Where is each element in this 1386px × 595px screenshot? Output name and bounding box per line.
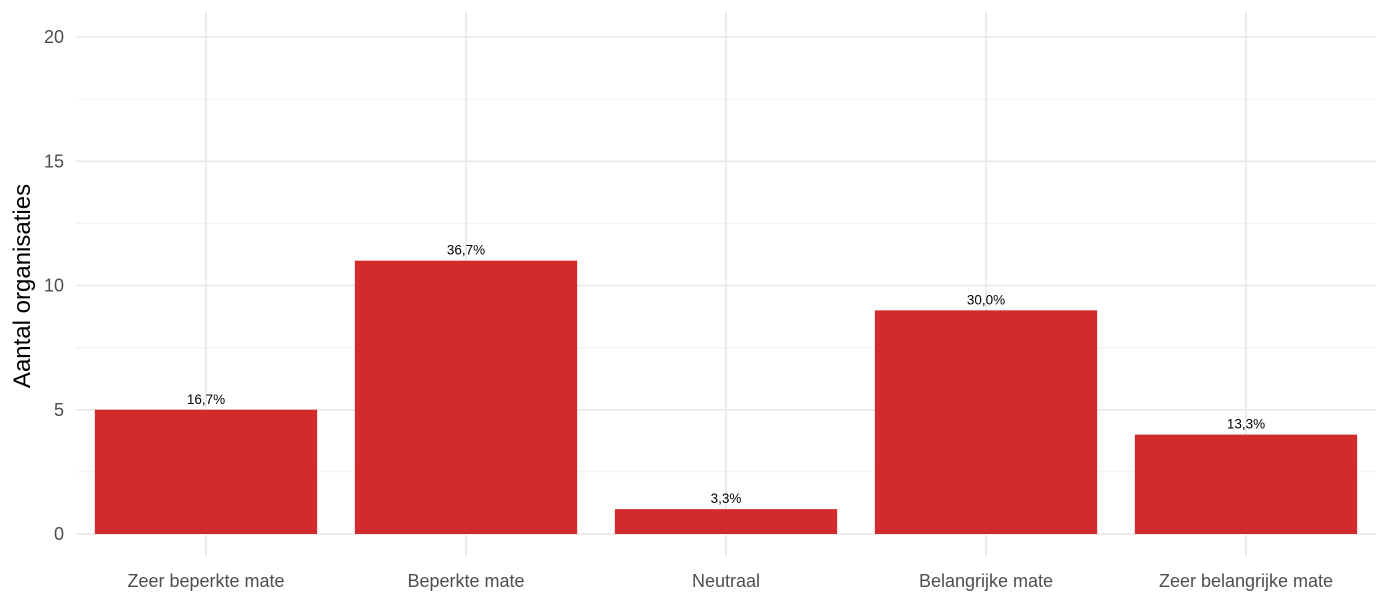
y-tick-label: 10 bbox=[44, 276, 64, 296]
x-tick-label: Belangrijke mate bbox=[919, 571, 1053, 591]
bar bbox=[874, 310, 1098, 534]
y-axis-ticks: 0 5 10 15 20 bbox=[44, 27, 64, 544]
y-tick-label: 20 bbox=[44, 27, 64, 47]
x-tick-label: Zeer belangrijke mate bbox=[1159, 571, 1333, 591]
bar bbox=[354, 260, 578, 534]
bar-data-label: 13,3% bbox=[1227, 417, 1265, 432]
bar-data-label: 30,0% bbox=[967, 292, 1005, 307]
bar-data-label: 3,3% bbox=[711, 491, 742, 506]
bars bbox=[94, 260, 1358, 534]
x-tick-label: Beperkte mate bbox=[407, 571, 524, 591]
bar-data-label: 36,7% bbox=[447, 243, 485, 258]
bar bbox=[614, 509, 838, 534]
x-tick-label: Zeer beperkte mate bbox=[127, 571, 284, 591]
x-axis-ticks: Zeer beperkte mate Beperkte mate Neutraal B… bbox=[127, 571, 1333, 591]
y-axis-label: Aantal organisaties bbox=[9, 184, 36, 388]
y-tick-label: 15 bbox=[44, 151, 64, 171]
bar bbox=[94, 409, 318, 534]
bar-data-label: 16,7% bbox=[187, 392, 225, 407]
bar bbox=[1134, 434, 1358, 534]
x-tick-label: Neutraal bbox=[692, 571, 760, 591]
y-tick-label: 0 bbox=[54, 524, 64, 544]
y-tick-label: 5 bbox=[54, 400, 64, 420]
data-labels: 16,7% 36,7% 3,3% 30,0% 13,3% bbox=[187, 243, 1265, 507]
